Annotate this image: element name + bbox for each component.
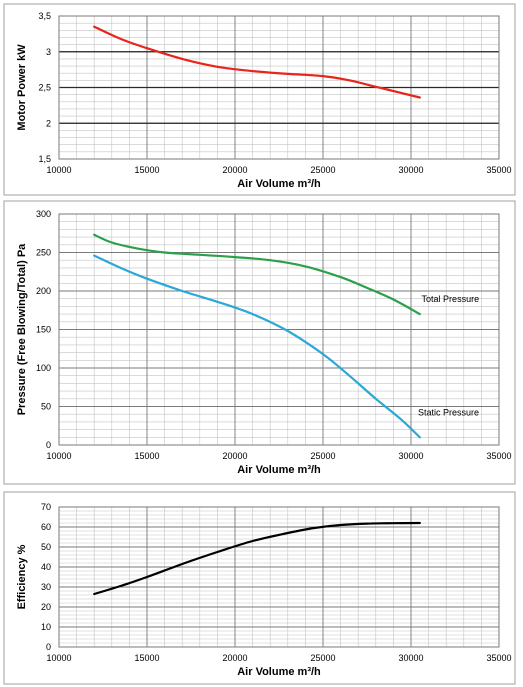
y-tick-label: 70 [41,502,51,512]
x-tick-label: 20000 [222,653,247,663]
x-tick-label: 15000 [134,451,159,461]
x-tick-label: 15000 [134,653,159,663]
y-tick-label: 1,5 [38,154,51,164]
grid [58,15,500,160]
x-tick-label: 25000 [310,653,335,663]
chart-panel-2: 10000 15000 20000 25000 30000 35000 0 50 100 150 2… [3,200,516,485]
x-tick-label: 30000 [398,653,423,663]
y-tick-label: 3 [46,47,51,57]
x-tick-label: 30000 [398,165,423,175]
x-tick-label: 10000 [46,451,71,461]
chart-panel-1: 10000 15000 20000 25000 30000 35000 1,5 2 2,5 3 3,… [3,3,516,196]
x-axis-label: Air Volume m³/h [237,666,321,678]
y-tick-label: 2,5 [38,83,51,93]
y-tick-label: 20 [41,602,51,612]
panel-border [3,3,516,196]
y-axis-label: Pressure (Free Blowing/Total) Pa [16,243,28,415]
y-tick-label: 60 [41,522,51,532]
y-tick-label: 30 [41,582,51,592]
y-tick-label: 2 [46,118,51,128]
annotation-label: Static Pressure [418,408,479,418]
x-tick-label: 35000 [486,451,511,461]
x-tick-label: 25000 [310,451,335,461]
y-tick-label: 50 [41,402,51,412]
y-tick-label: 3,5 [38,11,51,21]
plot-area [58,506,500,648]
y-tick-label: 0 [46,642,51,652]
y-tick-label: 100 [36,363,51,373]
plot-area [58,213,500,446]
y-tick-label: 300 [36,209,51,219]
y-axis-label: Motor Power kW [16,44,28,131]
x-tick-label: 35000 [486,653,511,663]
y-axis-label: Efficiency % [16,544,28,609]
series-line-2 [93,254,421,439]
x-tick-label: 20000 [222,165,247,175]
x-tick-label: 25000 [310,165,335,175]
chart-panel-3: 10000 15000 20000 25000 30000 35000 0 10 20 30 40 5… [3,491,516,685]
panel-border [3,200,516,485]
x-tick-label: 35000 [486,165,511,175]
annotation-label: Total Pressure [422,294,480,304]
y-tick-label: 0 [46,440,51,450]
y-tick-label: 40 [41,562,51,572]
x-tick-label: 10000 [46,165,71,175]
plot-area [58,15,500,160]
x-tick-label: 10000 [46,653,71,663]
panel-border [3,491,516,685]
x-tick-label: 20000 [222,451,247,461]
series-line-1 [93,25,421,99]
x-tick-label: 15000 [134,165,159,175]
y-tick-label: 10 [41,622,51,632]
y-tick-label: 200 [36,286,51,296]
y-tick-label: 250 [36,248,51,258]
x-axis-label: Air Volume m³/h [237,178,321,190]
x-tick-label: 30000 [398,451,423,461]
x-axis-label: Air Volume m³/h [237,464,321,476]
grid [58,506,500,648]
series-line-1 [93,521,421,596]
series-line-1 [93,233,421,316]
y-tick-label: 50 [41,542,51,552]
y-tick-label: 150 [36,325,51,335]
